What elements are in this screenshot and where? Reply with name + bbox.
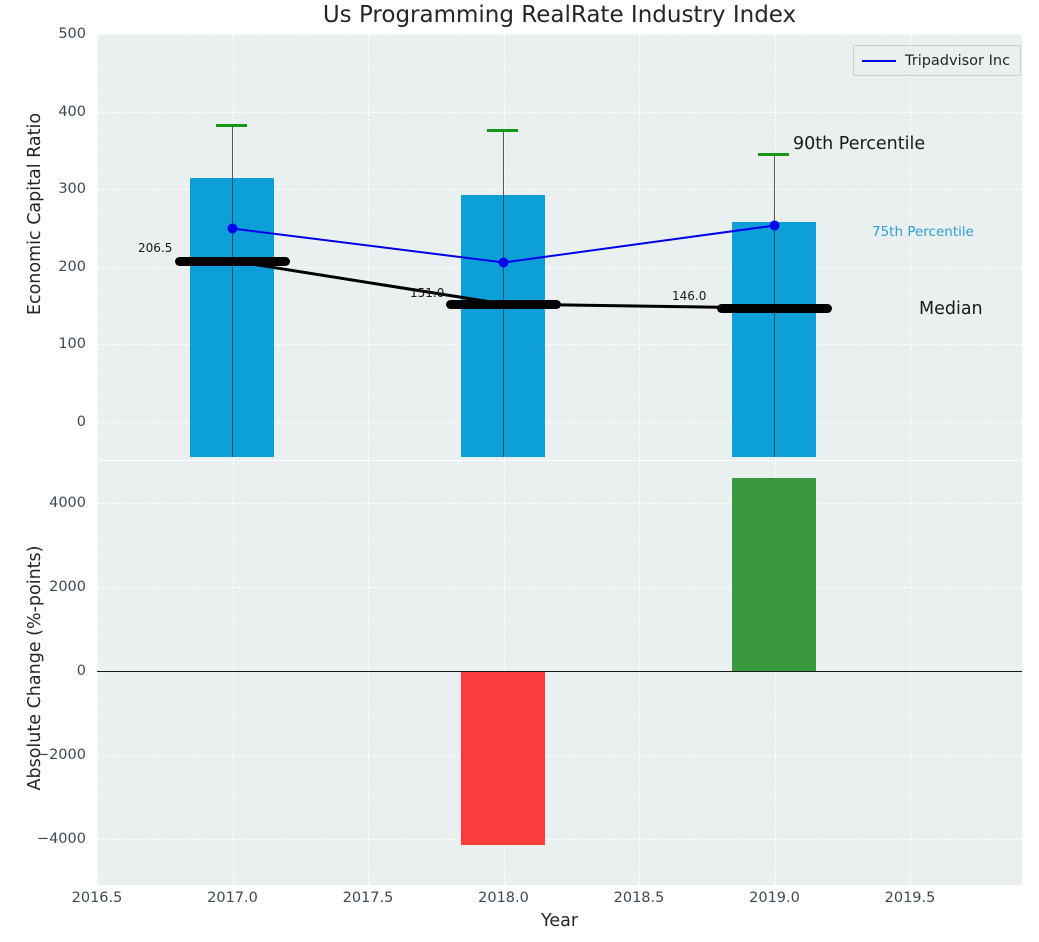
xtick-2018-0: 2018.0: [478, 890, 529, 906]
legend-line-swatch: [862, 59, 896, 62]
ytick-0: 0: [76, 413, 86, 430]
median-cap-2018: [446, 299, 561, 309]
xtick-2017-0: 2017.0: [207, 890, 258, 906]
zero-baseline: [97, 671, 1022, 672]
whisker-stem-over-2018: [502, 195, 505, 457]
gridline-h-400: [97, 111, 1022, 113]
gridline-v-2017-5: [368, 34, 369, 460]
gridline-v-2018-5: [639, 34, 640, 460]
median-value-label-2018: 151.0: [410, 286, 445, 300]
gridline-v-2016-5: [97, 34, 98, 460]
ytick-500: 500: [58, 26, 86, 42]
gridline-vb-2016-5: [97, 461, 98, 885]
gridline-h-500: [97, 34, 1022, 35]
x-axis-ticks: 2016.5 2017.0 2017.5 2018.0 2018.5 2019.…: [72, 890, 1022, 914]
lower-y-axis-ticks: 4000 2000 0 −2000 −4000: [0, 461, 86, 885]
xtick-2018-5: 2018.5: [613, 890, 665, 906]
xtick-2019-0: 2019.0: [749, 890, 800, 906]
upper-y-axis-title: Economic Capital Ratio: [25, 112, 45, 316]
gridline-h-300: [97, 189, 1022, 190]
xtick-2019-5: 2019.5: [884, 890, 936, 906]
gridline-vb-2017-5: [368, 461, 369, 885]
median-value-label-2019: 146.0: [672, 289, 707, 303]
whisker-cap-2019: [758, 153, 789, 156]
median-cap-2017: [175, 256, 290, 266]
change-bar-2019-positive: [732, 478, 816, 671]
ytick-200: 200: [58, 258, 86, 275]
gridline-h-4000: [97, 503, 1022, 504]
median-cap-2019: [717, 303, 832, 313]
legend: Tripadvisor Inc: [853, 45, 1022, 76]
lower-y-axis-title: Absolute Change (%-points): [25, 545, 45, 791]
xtick-2016-5: 2016.5: [71, 890, 123, 906]
gridline-vb-2017-0: [232, 461, 234, 885]
gridline-vb-2019-0: [774, 461, 776, 885]
upper-y-axis-ticks: 500 400 300 200 100 0: [0, 26, 86, 460]
annotation-90th-percentile: 90th Percentile: [793, 134, 926, 154]
gridline-vb-2018-5: [639, 461, 640, 885]
whisker-stem-over-2017: [231, 178, 234, 457]
gridline-h-100: [97, 344, 1022, 345]
gridline-h-0: [97, 421, 1022, 423]
annotation-median: Median: [919, 299, 983, 319]
whisker-cap-2017: [216, 124, 247, 127]
legend-label-tripadvisor: Tripadvisor Inc: [905, 52, 1011, 69]
chart-title: Us Programming RealRate Industry Index: [322, 2, 797, 28]
whisker-cap-2018: [487, 129, 518, 132]
ytick-zero: 0: [76, 663, 86, 679]
median-value-label-2017: 206.5: [138, 241, 173, 255]
gridline-v-2019-5: [910, 34, 911, 460]
ytick-neg4000: −4000: [36, 831, 86, 847]
ytick-400: 400: [58, 103, 86, 120]
whisker-stem-over-2019: [773, 222, 776, 457]
lower-plot-area: [97, 461, 1022, 885]
gridline-h-neg2000: [97, 755, 1022, 756]
gridline-h-neg4000: [97, 839, 1022, 840]
ytick-2000: 2000: [49, 579, 86, 595]
change-bar-2018-negative: [461, 671, 545, 845]
gridline-h-2000: [97, 587, 1022, 588]
x-axis-title: Year: [540, 911, 579, 931]
ytick-4000: 4000: [49, 495, 86, 511]
gridline-vb-2019-5: [910, 461, 911, 885]
ytick-300: 300: [58, 181, 86, 197]
xtick-2017-5: 2017.5: [342, 890, 394, 906]
upper-plot-area: [97, 34, 1022, 460]
annotation-75th-percentile: 75th Percentile: [872, 224, 974, 240]
ytick-100: 100: [58, 336, 86, 352]
ytick-neg2000: −2000: [36, 747, 86, 763]
